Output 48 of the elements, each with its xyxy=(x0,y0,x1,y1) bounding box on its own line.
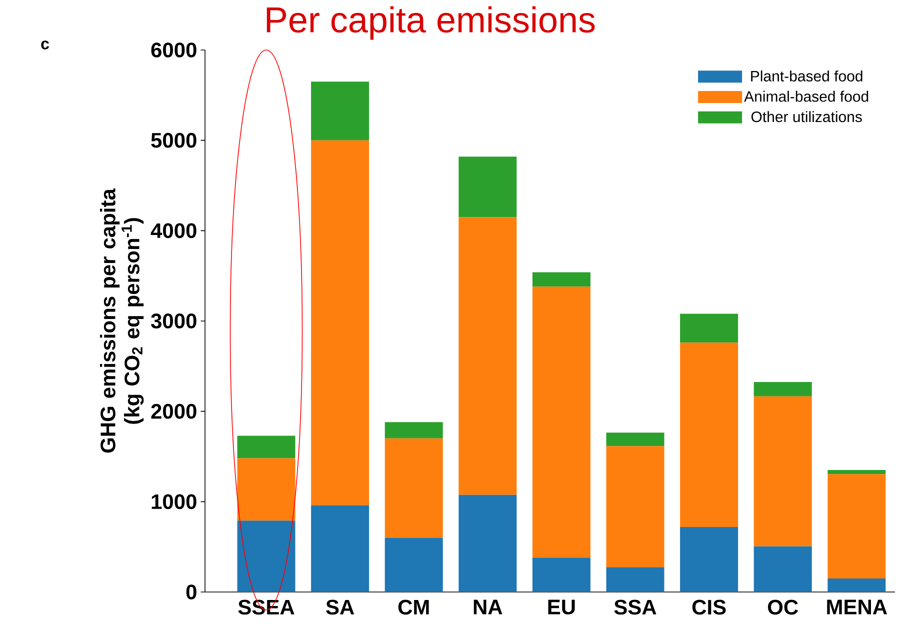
y-tick-label: 0 xyxy=(186,584,196,600)
bar xyxy=(311,82,370,140)
bar xyxy=(237,458,296,521)
legend-label: Animal-based food xyxy=(744,90,868,102)
bar xyxy=(311,140,370,506)
bar xyxy=(828,474,886,578)
legend-label: Plant-based food xyxy=(751,70,862,82)
chart-title: Per capita emissions xyxy=(266,6,595,40)
bar xyxy=(458,156,517,218)
bar xyxy=(680,526,738,592)
bar xyxy=(828,470,886,474)
bar xyxy=(237,520,296,592)
legend-label: Other utilizations xyxy=(751,111,862,122)
x-tick-label: CIS xyxy=(692,600,726,615)
bar xyxy=(680,342,738,527)
x-tick-label: OC xyxy=(768,600,798,615)
bar xyxy=(606,567,664,592)
y-tick-label: 1000 xyxy=(152,494,196,510)
bar xyxy=(237,436,296,458)
x-tick-label: SSA xyxy=(614,600,656,615)
bar xyxy=(754,382,812,396)
y-tick-label: 5000 xyxy=(151,132,196,148)
x-tick-label: MENA xyxy=(827,600,887,614)
bar xyxy=(754,546,812,592)
bar xyxy=(311,505,370,592)
bar xyxy=(384,422,443,438)
bar xyxy=(458,494,517,592)
bar xyxy=(754,396,812,546)
x-tick-label: CM xyxy=(398,600,429,615)
x-tick-label: EU xyxy=(548,600,575,614)
bar xyxy=(606,446,664,568)
bar xyxy=(384,538,443,592)
x-tick-label: SA xyxy=(326,600,354,615)
y-tick-label: 2000 xyxy=(151,404,196,419)
x-tick-label: SSEA xyxy=(238,600,294,615)
bar xyxy=(458,217,517,495)
y-tick-label: 3000 xyxy=(150,314,196,328)
bar xyxy=(828,578,886,592)
y-tick-label: 6000 xyxy=(151,42,196,58)
bar xyxy=(384,438,443,538)
bar xyxy=(680,314,738,343)
bar xyxy=(532,272,590,287)
bar xyxy=(606,432,664,446)
x-tick-label: NA xyxy=(474,600,502,614)
bar xyxy=(532,558,590,592)
y-tick-label: 4000 xyxy=(150,223,196,238)
text: c xyxy=(41,40,49,50)
bar xyxy=(532,286,590,558)
